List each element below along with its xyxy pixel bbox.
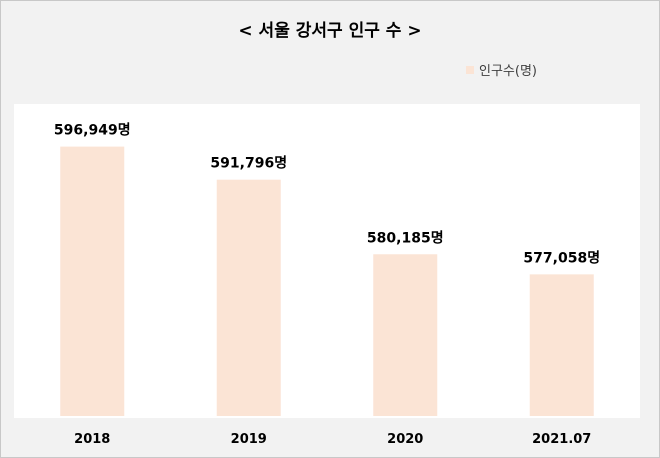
bar-2019 [216,179,281,416]
bar-2021.07 [529,274,594,416]
data-label-2018: 596,949명 [54,122,131,139]
data-label-2021.07: 577,058명 [523,249,600,266]
data-label-2020: 580,185명 [367,229,444,246]
x-tick-label-2019: 2019 [231,432,267,447]
bar-2020 [373,254,438,416]
data-label-2019: 591,796명 [210,155,287,172]
legend-swatch [466,65,474,74]
bar-2018 [60,146,125,416]
x-tick-label-2020: 2020 [387,432,423,447]
x-tick-label-2018: 2018 [74,432,110,447]
legend-label: 인구수(명) [479,64,537,79]
legend: 인구수(명) [466,60,537,79]
chart-title: < 서울 강서구 인구 수 > [238,21,422,41]
x-tick-label-2021.07: 2021.07 [532,432,591,447]
